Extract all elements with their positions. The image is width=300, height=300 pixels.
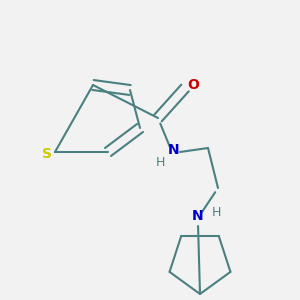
Text: S: S [42,147,52,161]
Text: H: H [211,206,221,220]
Text: H: H [155,155,165,169]
Text: N: N [192,209,204,223]
Text: O: O [187,78,199,92]
Text: N: N [168,143,180,157]
